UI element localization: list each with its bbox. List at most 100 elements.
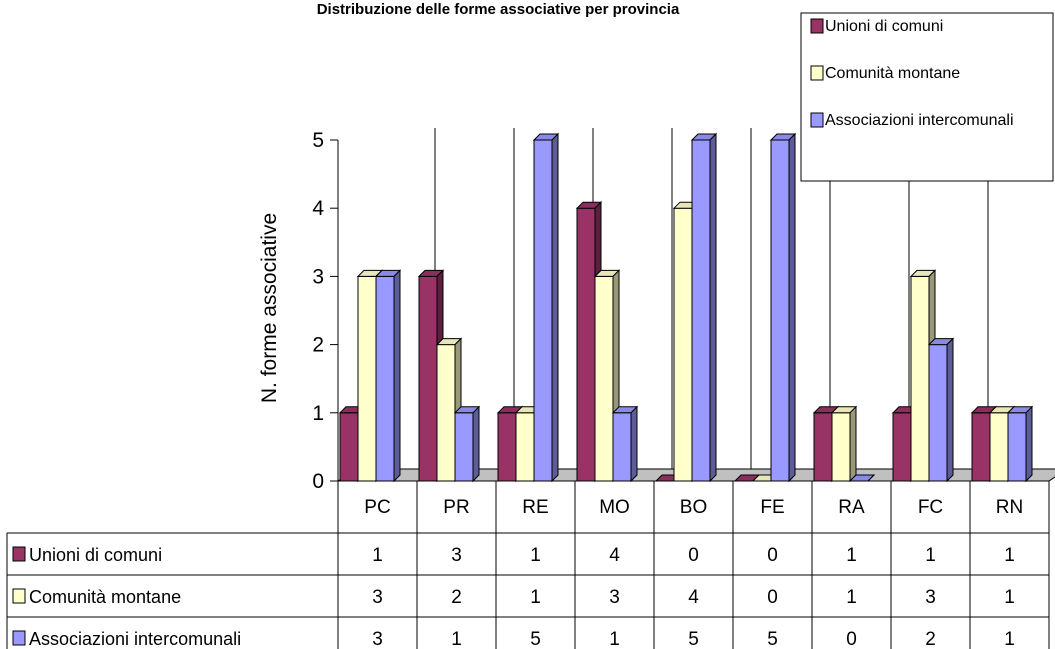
table-cell: 1 — [451, 629, 462, 649]
legend-label: Comunità montane — [825, 65, 960, 82]
table-cell: 1 — [1004, 587, 1015, 608]
bar — [453, 405, 481, 483]
bar-front — [533, 139, 553, 482]
bar-side — [1025, 405, 1033, 483]
table-cell: 1 — [530, 587, 541, 608]
category-label: MO — [599, 497, 630, 518]
legend: Unioni di comuni Comunità montane Associaz… — [800, 12, 1054, 182]
legend-key — [810, 112, 824, 128]
bar-front — [515, 412, 535, 482]
table-legend-key — [12, 630, 26, 646]
bar-front — [770, 139, 790, 482]
bar-front — [989, 412, 1009, 482]
table-cell: 0 — [846, 629, 857, 649]
bar-front — [594, 275, 614, 482]
bar-front — [1007, 412, 1027, 482]
plot-area — [336, 128, 1055, 483]
data-table: PC PR RE MO BO FE RA FC RN Unioni di comuni 1 3 1 4 0 0… — [6, 481, 1050, 649]
table-cell: 3 — [372, 587, 383, 608]
category-label: RN — [996, 497, 1023, 518]
table-row-label: Associazioni intercomunali — [29, 629, 241, 649]
y-axis: 0 1 2 3 4 5 — [312, 129, 338, 493]
bar — [848, 474, 876, 482]
bar-front — [418, 275, 438, 482]
category-label: PC — [364, 497, 390, 518]
bar-front — [813, 412, 833, 482]
legend-label: Unioni di comuni — [825, 18, 943, 35]
y-tick-label: 3 — [312, 265, 324, 288]
table-cell: 1 — [530, 545, 541, 566]
table-cell: 1 — [846, 587, 857, 608]
category-label: BO — [680, 497, 707, 518]
table-row-label: Unioni di comuni — [29, 545, 162, 565]
table-cell: 5 — [688, 629, 699, 649]
bar — [690, 132, 718, 483]
bar-front — [436, 344, 456, 482]
bar-front — [576, 207, 596, 482]
table-cell: 1 — [925, 545, 936, 566]
bar — [1006, 405, 1034, 483]
bar-front — [673, 207, 693, 482]
table-cell: 1 — [372, 545, 383, 566]
table-legend-key — [12, 546, 26, 562]
legend-key — [810, 65, 824, 81]
table-cell: 4 — [609, 545, 620, 566]
bar-front — [892, 412, 912, 482]
table-cell: 3 — [372, 629, 383, 649]
bar-side — [630, 405, 638, 483]
y-tick-label: 5 — [312, 129, 324, 152]
table-cell: 3 — [925, 587, 936, 608]
table-cell: 0 — [767, 545, 778, 566]
bar-front — [357, 275, 377, 482]
bar — [532, 132, 560, 483]
bar-front — [691, 139, 711, 482]
category-label: FE — [760, 497, 784, 518]
table-cell: 2 — [451, 587, 462, 608]
y-tick-label: 2 — [312, 334, 324, 357]
bar-front — [831, 412, 851, 482]
chart-title: Distribuzione delle forme associative pe… — [317, 1, 680, 18]
bar-front — [454, 412, 474, 482]
bar-front — [497, 412, 517, 482]
bar-side — [551, 132, 559, 483]
table-cell: 2 — [925, 629, 936, 649]
table-cell: 5 — [767, 629, 778, 649]
y-tick-label: 4 — [312, 197, 324, 220]
y-tick-label: 1 — [312, 402, 324, 425]
legend-key — [810, 18, 824, 34]
bar-side — [709, 132, 717, 483]
bar-side — [393, 269, 401, 483]
bar-front — [928, 344, 948, 482]
bar-side — [788, 132, 796, 483]
bar-front — [910, 275, 930, 482]
bar-front — [375, 275, 395, 482]
table-cell: 0 — [767, 587, 778, 608]
bar-side — [472, 405, 480, 483]
bar — [611, 405, 639, 483]
table-cell: 1 — [1004, 629, 1015, 649]
table-cell: 0 — [688, 545, 699, 566]
bar — [374, 269, 402, 483]
legend-box — [800, 12, 1054, 182]
category-label: RA — [838, 497, 865, 518]
table-row-label: Comunità montane — [29, 587, 181, 607]
bar — [927, 337, 955, 483]
bar-side — [849, 405, 857, 483]
table-cell: 4 — [688, 587, 699, 608]
bar-front — [971, 412, 991, 482]
y-axis-label: N. forme associative — [258, 213, 281, 403]
table-cell: 1 — [846, 545, 857, 566]
bar-front — [339, 412, 359, 482]
legend-label: Associazioni intercomunali — [825, 112, 1014, 129]
table-cell: 1 — [609, 629, 620, 649]
table-cell: 3 — [609, 587, 620, 608]
table-cell: 5 — [530, 629, 541, 649]
y-tick-label: 0 — [312, 470, 324, 493]
category-label: RE — [522, 497, 548, 518]
bar — [830, 405, 858, 483]
bar-front — [612, 412, 632, 482]
category-label: FC — [918, 497, 943, 518]
bar — [769, 132, 797, 483]
table-cell: 1 — [1004, 545, 1015, 566]
